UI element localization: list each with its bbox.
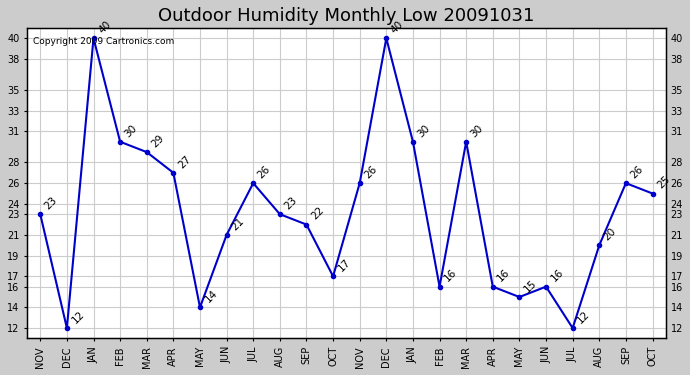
Text: 29: 29 [150, 133, 166, 149]
Text: 20: 20 [602, 226, 618, 243]
Text: 26: 26 [362, 164, 379, 180]
Text: 17: 17 [336, 257, 353, 273]
Text: 23: 23 [283, 195, 299, 211]
Text: 16: 16 [495, 267, 512, 284]
Text: 30: 30 [123, 123, 139, 139]
Text: 25: 25 [656, 174, 672, 191]
Text: 23: 23 [43, 195, 59, 211]
Text: 15: 15 [522, 278, 539, 294]
Text: 16: 16 [442, 267, 459, 284]
Text: 12: 12 [575, 309, 592, 325]
Title: Outdoor Humidity Monthly Low 20091031: Outdoor Humidity Monthly Low 20091031 [158, 7, 535, 25]
Text: 30: 30 [469, 123, 485, 139]
Text: 12: 12 [70, 309, 86, 325]
Text: 26: 26 [629, 164, 645, 180]
Text: 14: 14 [203, 288, 219, 304]
Text: Copyright 2009 Cartronics.com: Copyright 2009 Cartronics.com [33, 37, 175, 46]
Text: 22: 22 [309, 206, 326, 222]
Text: 21: 21 [229, 216, 246, 232]
Text: 30: 30 [415, 123, 432, 139]
Text: 40: 40 [97, 19, 112, 36]
Text: 40: 40 [389, 19, 406, 36]
Text: 27: 27 [176, 154, 193, 170]
Text: 26: 26 [256, 164, 273, 180]
Text: 16: 16 [549, 267, 565, 284]
